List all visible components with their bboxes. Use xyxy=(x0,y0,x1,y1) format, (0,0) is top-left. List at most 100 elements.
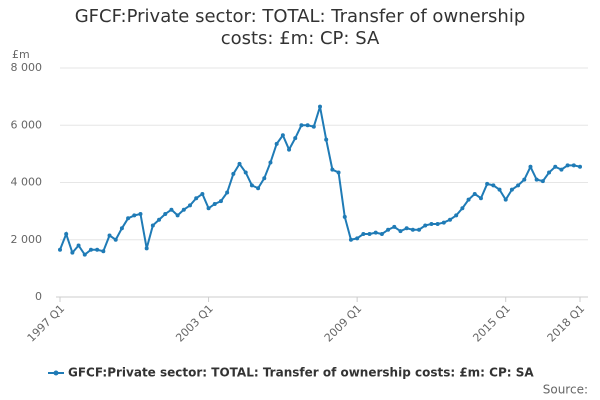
point xyxy=(503,197,508,202)
point xyxy=(318,104,322,109)
legend-marker xyxy=(53,370,59,376)
point xyxy=(268,160,273,165)
y-tick-label: 8 000 xyxy=(11,61,43,74)
point xyxy=(88,247,93,252)
point xyxy=(336,170,341,175)
point xyxy=(157,217,162,222)
y-tick-label: 0 xyxy=(35,290,42,303)
point xyxy=(441,220,446,225)
point xyxy=(64,232,69,237)
point xyxy=(144,246,149,251)
point xyxy=(200,191,205,196)
point xyxy=(150,223,155,228)
point xyxy=(386,227,391,232)
point xyxy=(107,233,112,238)
point xyxy=(410,227,415,232)
point xyxy=(206,206,211,211)
point xyxy=(70,250,75,255)
point xyxy=(76,243,81,248)
point xyxy=(95,247,100,252)
point xyxy=(466,197,471,202)
point xyxy=(435,222,440,227)
point xyxy=(355,236,360,241)
point xyxy=(299,123,304,128)
line xyxy=(59,106,581,257)
point xyxy=(82,252,87,257)
point xyxy=(188,203,192,208)
point xyxy=(243,170,248,175)
point xyxy=(423,223,428,228)
source: Source: xyxy=(543,383,588,397)
chart-title: GFCF:Private sector: TOTAL: Transfer of … xyxy=(74,6,526,49)
point xyxy=(169,207,174,212)
point xyxy=(113,237,118,242)
point xyxy=(373,230,378,235)
point xyxy=(218,199,223,204)
point xyxy=(392,224,397,229)
point xyxy=(454,213,459,218)
point xyxy=(417,227,422,232)
point xyxy=(361,232,366,237)
point xyxy=(497,187,502,192)
point xyxy=(516,183,521,188)
point xyxy=(132,213,137,218)
point xyxy=(578,164,582,169)
point xyxy=(478,196,483,201)
point xyxy=(547,170,552,175)
point xyxy=(342,214,347,219)
point xyxy=(565,163,570,168)
x-tick-label: 2009 Q1 xyxy=(322,302,365,345)
point xyxy=(231,171,236,176)
x-tick-label: 1997 Q1 xyxy=(25,302,68,345)
point xyxy=(101,249,106,254)
x-tick-label: 2015 Q1 xyxy=(470,302,513,345)
point xyxy=(553,164,558,169)
point xyxy=(534,177,539,182)
point xyxy=(175,213,180,218)
point xyxy=(528,164,533,169)
point xyxy=(429,222,434,227)
point xyxy=(163,211,168,216)
point xyxy=(540,179,545,184)
point xyxy=(472,191,477,196)
point xyxy=(293,136,298,141)
point xyxy=(212,201,217,206)
point xyxy=(138,211,143,216)
point xyxy=(262,176,267,181)
point xyxy=(324,137,329,142)
y-tick-label: 2 000 xyxy=(11,233,43,246)
point xyxy=(330,167,335,172)
point xyxy=(367,232,372,237)
point xyxy=(305,123,310,128)
point xyxy=(119,226,124,231)
point xyxy=(448,217,452,222)
point xyxy=(181,207,186,212)
y-tick-label: 4 000 xyxy=(11,176,43,189)
point xyxy=(249,183,254,188)
point xyxy=(274,141,279,146)
point xyxy=(287,147,292,152)
point xyxy=(280,133,285,138)
point xyxy=(58,247,62,252)
legend-label: GFCF:Private sector: TOTAL: Transfer of … xyxy=(68,366,534,380)
x-tick-label: 2003 Q1 xyxy=(173,302,216,345)
point xyxy=(225,190,230,195)
point xyxy=(491,183,496,188)
point xyxy=(311,124,316,129)
point xyxy=(348,237,353,242)
point xyxy=(571,163,576,168)
point xyxy=(194,196,199,201)
point xyxy=(485,181,490,186)
x-tick-label: 2018 Q1 xyxy=(545,302,588,345)
y-unit: £m xyxy=(12,48,30,61)
point xyxy=(509,187,514,192)
point xyxy=(126,216,131,221)
point xyxy=(237,161,242,166)
point xyxy=(398,229,403,234)
point xyxy=(379,232,384,237)
point xyxy=(522,177,527,182)
point xyxy=(404,226,409,231)
y-tick-label: 6 000 xyxy=(11,118,43,131)
